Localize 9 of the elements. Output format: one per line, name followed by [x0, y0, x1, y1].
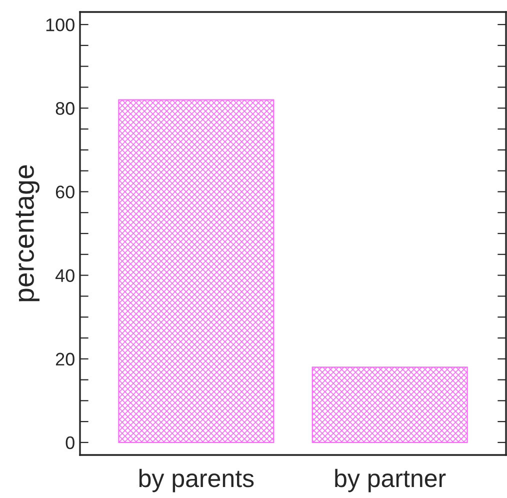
y-tick-label: 100	[46, 18, 74, 32]
x-tick-label: by parents	[139, 468, 254, 492]
y-tick-label: 40	[55, 269, 74, 282]
y-tick-label: 80	[56, 102, 74, 115]
y-axis-title: percentage	[16, 165, 40, 302]
x-tick-label: by partner	[335, 468, 446, 492]
y-tick-label: 20	[56, 352, 74, 366]
y-tick-label: 0	[66, 436, 74, 450]
y-tick-label: 60	[56, 186, 74, 198]
